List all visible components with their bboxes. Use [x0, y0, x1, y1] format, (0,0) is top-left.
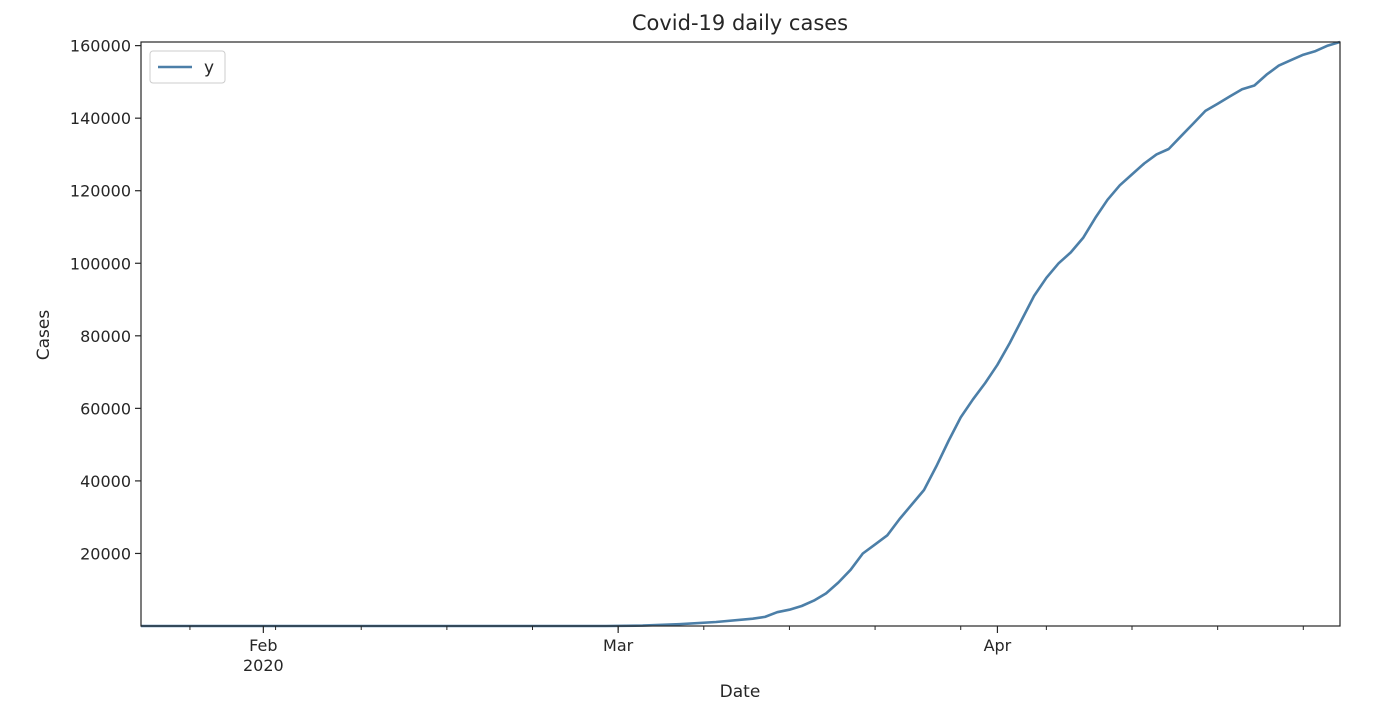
y-tick-label: 160000	[70, 37, 131, 56]
y-tick-label: 80000	[80, 327, 131, 346]
series-line-0	[141, 40, 1341, 628]
x-tick-label: Apr	[984, 636, 1012, 655]
axes-frame	[140, 41, 1341, 627]
x-tick-label: Mar	[603, 636, 634, 655]
y-tick-label: 40000	[80, 472, 131, 491]
legend: y	[149, 50, 226, 84]
x-tick-label: Feb	[249, 636, 277, 655]
y-tick-label: 100000	[70, 254, 131, 273]
x-tick-year-label: 2020	[243, 656, 284, 675]
y-axis-label: Cases	[34, 310, 54, 361]
chart-title: Covid-19 daily cases	[632, 11, 848, 35]
plot-area	[141, 40, 1341, 628]
y-axis-ticks: 20000 40000 60000 80000 100000 120000 140000 16…	[70, 37, 141, 563]
x-axis-label: Date	[720, 682, 761, 702]
y-tick-label: 60000	[80, 399, 131, 418]
y-tick-label: 120000	[70, 182, 131, 201]
legend-entry-y: y	[204, 58, 214, 78]
y-tick-label: 20000	[80, 544, 131, 563]
y-tick-label: 140000	[70, 109, 131, 128]
